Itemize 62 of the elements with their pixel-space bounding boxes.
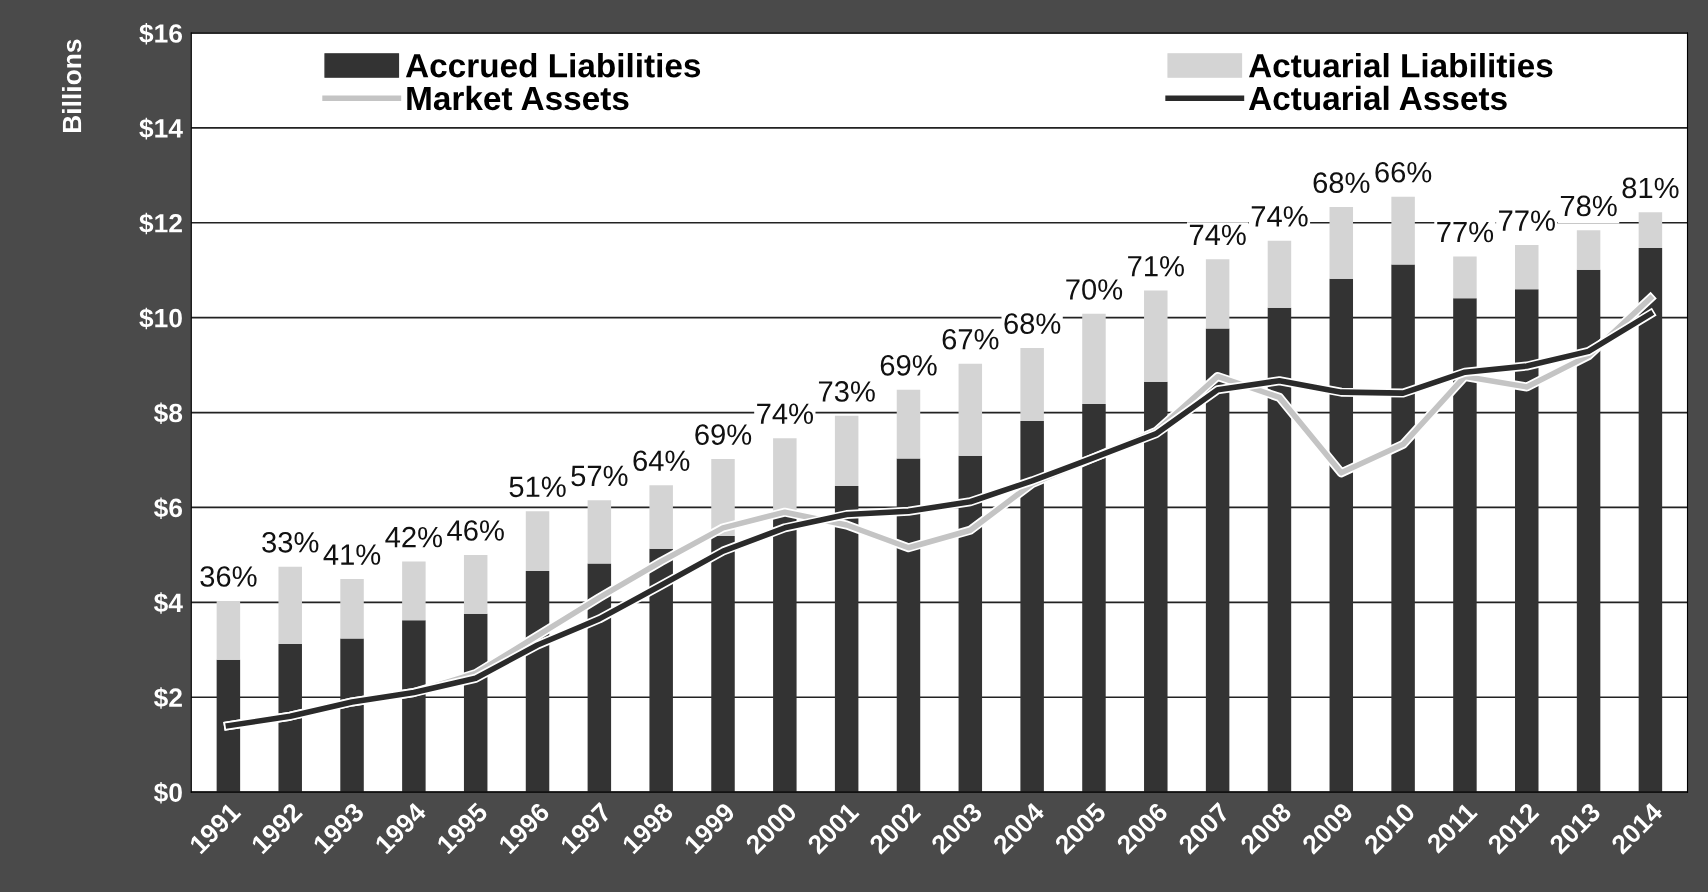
bar <box>402 561 426 621</box>
y-tick-label: $14 <box>139 117 183 140</box>
bar <box>1020 348 1044 422</box>
bar <box>834 415 859 487</box>
annotation: 68% <box>1313 172 1370 194</box>
bar <box>1453 256 1477 299</box>
y-tick-label: $0 <box>153 782 182 804</box>
bar <box>1391 196 1415 265</box>
annotation: 71% <box>1128 256 1184 277</box>
legend-label: Actuarial Assets <box>1248 85 1507 111</box>
legend-label: Market Assets <box>407 85 629 111</box>
y-axis-title: Billions <box>61 39 82 133</box>
bar <box>587 500 612 564</box>
annotation: 46% <box>447 520 504 541</box>
bar <box>463 554 488 614</box>
annotation: 73% <box>818 381 875 402</box>
annotation: 74% <box>757 403 813 424</box>
annotation: 33% <box>262 531 319 553</box>
annotation: 41% <box>323 544 381 565</box>
bar <box>1144 290 1168 382</box>
annotation: 67% <box>942 328 999 350</box>
bar <box>1082 313 1106 405</box>
bar <box>278 566 302 645</box>
bar <box>525 511 550 572</box>
annotation: 64% <box>633 450 690 472</box>
annotation: 74% <box>1251 206 1308 227</box>
annotation: 74% <box>1189 224 1246 246</box>
annotation: 69% <box>695 424 752 445</box>
bar <box>1329 207 1354 279</box>
bar <box>1205 259 1230 329</box>
y-tick-label: $12 <box>139 212 182 235</box>
bar <box>1638 212 1663 248</box>
annotation: 51% <box>509 476 566 498</box>
annotation: 36% <box>200 566 257 587</box>
bar <box>340 579 364 639</box>
bar <box>649 485 673 549</box>
bar <box>1638 247 1663 793</box>
bar <box>1576 230 1601 270</box>
annotation: 42% <box>385 526 443 548</box>
y-tick-label: $8 <box>153 402 183 425</box>
y-tick-label: $2 <box>153 687 182 709</box>
bar <box>216 600 241 660</box>
annotation: 68% <box>1004 313 1061 334</box>
bar <box>1515 245 1539 290</box>
annotation: 77% <box>1499 210 1555 231</box>
legend-label: Actuarial Liabilities <box>1248 53 1553 78</box>
bar <box>649 548 673 793</box>
annotation: 70% <box>1066 279 1123 300</box>
annotation: 78% <box>1560 195 1617 217</box>
annotation: 77% <box>1437 221 1494 243</box>
y-tick-label: $4 <box>153 592 183 614</box>
y-tick-label: $10 <box>139 307 182 330</box>
annotation: 81% <box>1622 177 1679 199</box>
legend-label: Accrued Liabilities <box>405 53 701 78</box>
annotation: 57% <box>571 465 628 487</box>
annotation: 69% <box>880 355 937 376</box>
bar <box>1267 240 1292 308</box>
bar <box>896 389 921 459</box>
annotation: 66% <box>1375 161 1432 183</box>
y-tick-label: $16 <box>139 22 183 45</box>
y-tick-label: $6 <box>153 497 183 519</box>
bar <box>958 363 983 456</box>
